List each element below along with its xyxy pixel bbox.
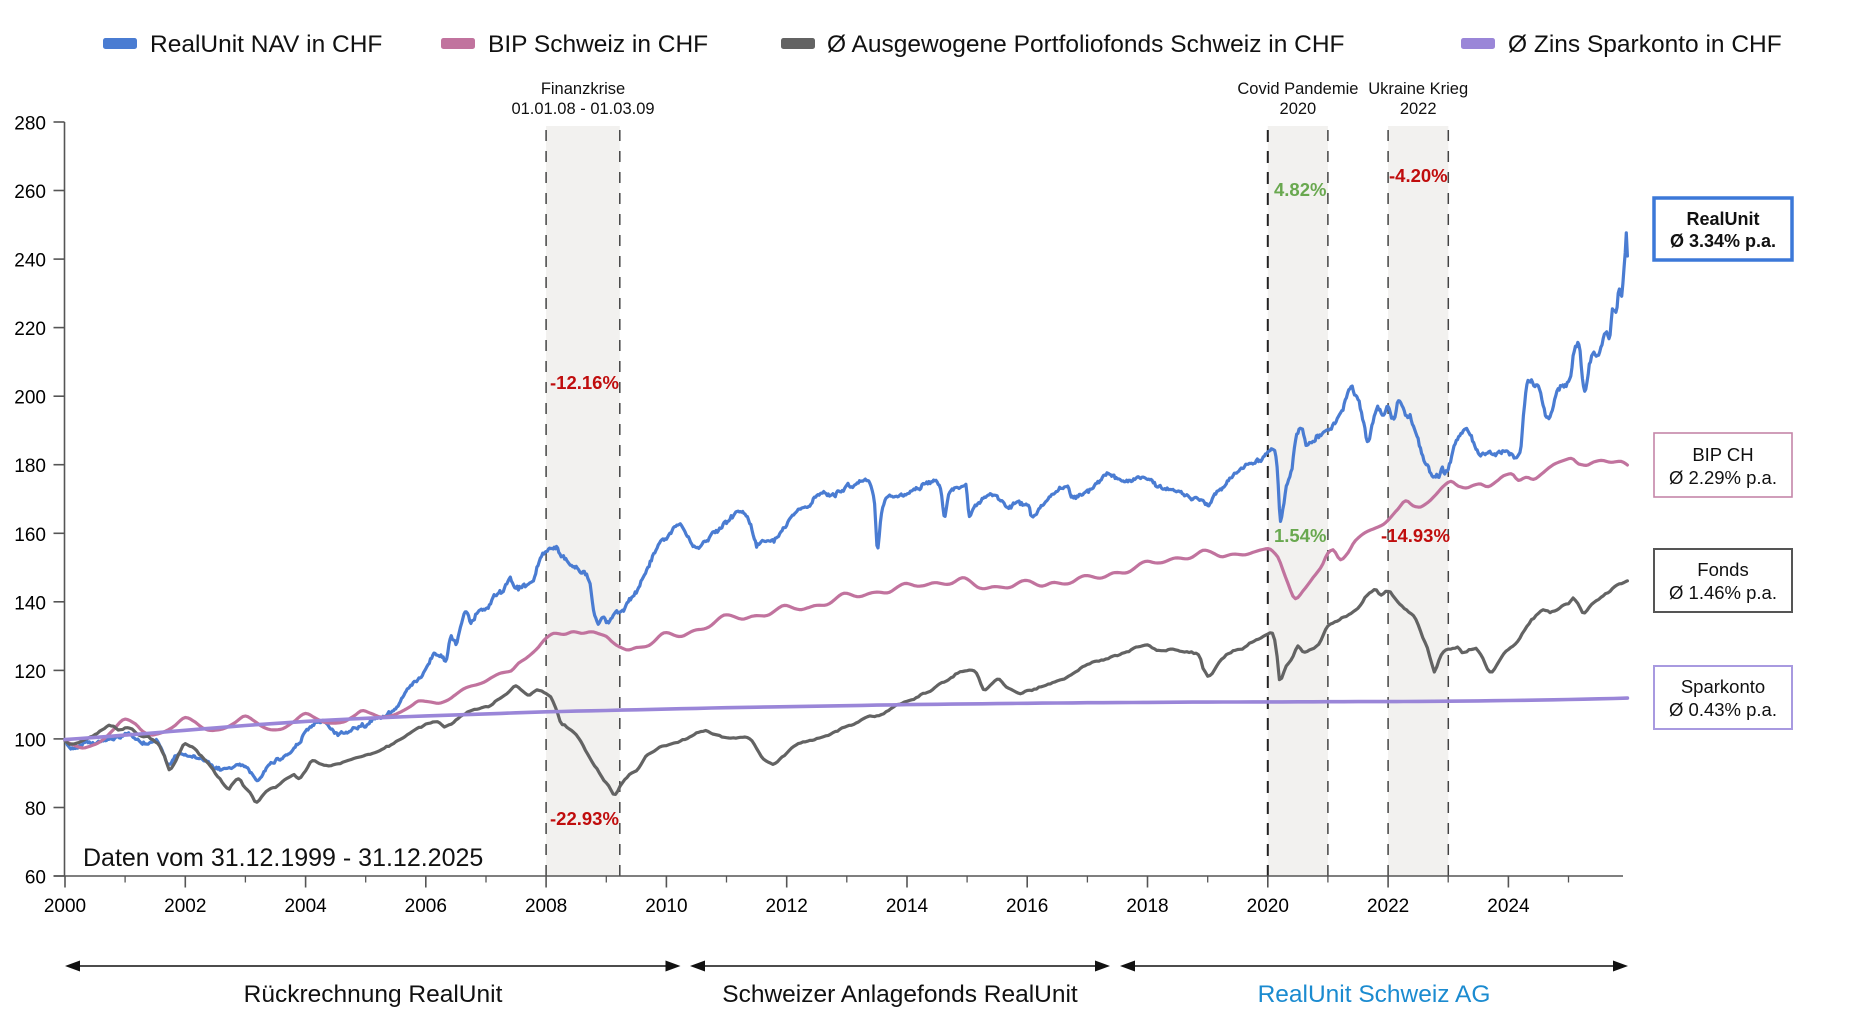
svg-text:Ø Ausgewogene Portfoliofonds S: Ø Ausgewogene Portfoliofonds Schweiz in …: [827, 31, 1345, 58]
svg-text:BIP Schweiz in CHF: BIP Schweiz in CHF: [488, 31, 708, 58]
svg-text:60: 60: [25, 868, 46, 889]
svg-text:Rückrechnung RealUnit: Rückrechnung RealUnit: [244, 981, 503, 1008]
svg-text:2020: 2020: [1247, 896, 1289, 917]
svg-text:2018: 2018: [1126, 896, 1168, 917]
svg-text:Ø Zins Sparkonto in CHF: Ø Zins Sparkonto in CHF: [1508, 31, 1782, 58]
svg-text:2000: 2000: [44, 896, 86, 917]
svg-text:2022: 2022: [1367, 896, 1409, 917]
svg-text:80: 80: [25, 799, 46, 820]
svg-text:140: 140: [14, 593, 46, 614]
svg-text:1.54%: 1.54%: [1274, 525, 1326, 546]
svg-text:Finanzkrise: Finanzkrise: [541, 80, 625, 98]
svg-text:RealUnit: RealUnit: [1686, 209, 1759, 229]
svg-text:Sparkonto: Sparkonto: [1681, 676, 1765, 697]
svg-text:260: 260: [14, 182, 46, 203]
svg-text:220: 220: [14, 319, 46, 340]
svg-text:2024: 2024: [1487, 896, 1530, 917]
svg-text:240: 240: [14, 251, 46, 272]
svg-text:2004: 2004: [284, 896, 327, 917]
svg-text:2010: 2010: [645, 896, 687, 917]
svg-text:2002: 2002: [164, 896, 206, 917]
svg-text:2006: 2006: [405, 896, 447, 917]
svg-text:01.01.08 - 01.03.09: 01.01.08 - 01.03.09: [511, 100, 654, 118]
svg-text:2020: 2020: [1280, 100, 1317, 118]
svg-text:160: 160: [14, 525, 46, 546]
svg-text:2022: 2022: [1400, 100, 1437, 118]
svg-text:Ø 0.43% p.a.: Ø 0.43% p.a.: [1669, 699, 1777, 720]
svg-text:200: 200: [14, 388, 46, 409]
svg-text:Ø 3.34% p.a.: Ø 3.34% p.a.: [1670, 231, 1776, 251]
svg-text:Ø 2.29% p.a.: Ø 2.29% p.a.: [1669, 467, 1777, 488]
svg-text:-22.93%: -22.93%: [550, 808, 619, 829]
svg-text:-14.93%: -14.93%: [1381, 525, 1450, 546]
svg-text:-4.20%: -4.20%: [1389, 165, 1448, 186]
svg-text:2008: 2008: [525, 896, 567, 917]
svg-text:Ø 1.46% p.a.: Ø 1.46% p.a.: [1669, 582, 1777, 603]
svg-text:Covid Pandemie: Covid Pandemie: [1237, 80, 1358, 98]
svg-text:2016: 2016: [1006, 896, 1048, 917]
svg-text:RealUnit NAV in CHF: RealUnit NAV in CHF: [150, 31, 382, 58]
svg-text:100: 100: [14, 730, 46, 751]
svg-text:120: 120: [14, 662, 46, 683]
svg-text:Fonds: Fonds: [1697, 559, 1748, 580]
svg-text:BIP CH: BIP CH: [1692, 444, 1753, 465]
svg-text:180: 180: [14, 456, 46, 477]
svg-text:Daten vom 31.12.1999 - 31.12.2: Daten vom 31.12.1999 - 31.12.2025: [83, 844, 483, 872]
svg-text:Ukraine Krieg: Ukraine Krieg: [1368, 80, 1468, 98]
svg-text:RealUnit Schweiz AG: RealUnit Schweiz AG: [1258, 981, 1491, 1008]
svg-text:Schweizer Anlagefonds RealUnit: Schweizer Anlagefonds RealUnit: [722, 981, 1078, 1008]
svg-text:2014: 2014: [886, 896, 929, 917]
svg-text:-12.16%: -12.16%: [550, 372, 619, 393]
svg-text:4.82%: 4.82%: [1274, 179, 1326, 200]
svg-text:2012: 2012: [766, 896, 808, 917]
svg-text:280: 280: [14, 114, 46, 135]
